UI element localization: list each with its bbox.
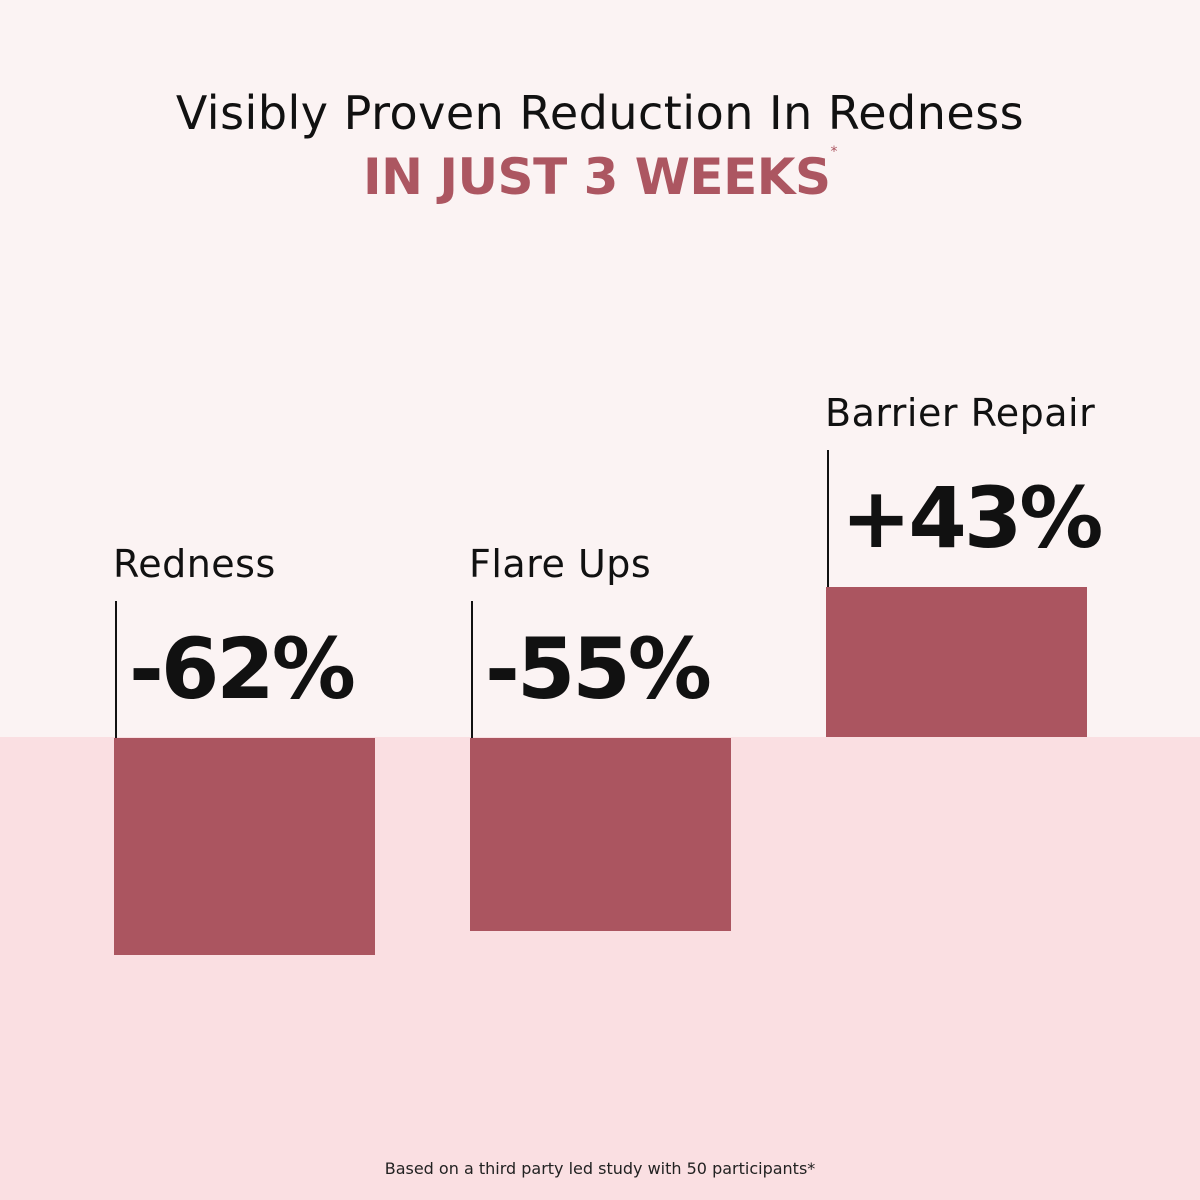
footnote: Based on a third party led study with 50… [384,1159,816,1178]
bar-barrier-repair [826,586,1087,737]
label-divider [827,449,829,587]
category-label: Barrier Repair [825,390,1096,435]
bar-flare-ups [470,738,731,931]
chart-title: Visibly Proven Reduction In Redness [175,86,1025,140]
bar-redness [114,738,375,955]
subtitle-asterisk: * [830,144,838,160]
label-divider [471,601,473,738]
bar-group-barrier-repair: Barrier Repair +43% [825,391,1147,587]
data-label: +43% [841,468,1103,567]
data-label: -55% [485,620,712,718]
label-divider [115,601,117,738]
data-label: -62% [129,620,356,718]
chart-subtitle: IN JUST 3 WEEKS* [0,144,1200,206]
bar-group-flare-ups: Flare Ups -55% [469,542,791,738]
bar-group-redness: Redness -62% [113,542,435,738]
category-label: Flare Ups [469,542,652,586]
subtitle-text: IN JUST 3 WEEKS [363,148,831,206]
category-label: Redness [113,542,276,586]
